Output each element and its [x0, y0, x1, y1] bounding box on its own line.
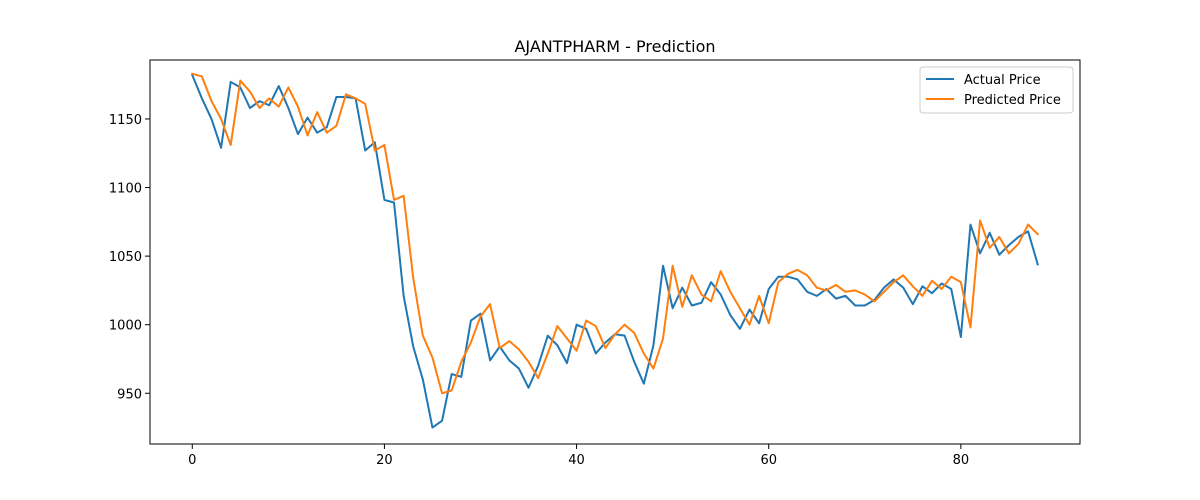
legend: Actual Price Predicted Price	[919, 66, 1074, 114]
y-tick-label: 1000	[109, 319, 142, 334]
x-tick-label: 80	[953, 453, 970, 468]
legend-label: Predicted Price	[964, 93, 1061, 108]
y-tick-label: 1100	[109, 182, 142, 197]
plot-frame	[149, 59, 1081, 445]
y-tick-label: 1050	[109, 250, 142, 265]
x-tick-label: 60	[760, 453, 777, 468]
y-tick-label: 950	[117, 387, 142, 402]
y-axis: 950 1000 1050 1100 1150	[109, 113, 150, 402]
x-tick-label: 40	[568, 453, 585, 468]
chart-title: AJANTPHARM - Prediction	[514, 37, 715, 56]
x-tick-label: 0	[188, 453, 196, 468]
series-line-predicted-price	[191, 72, 1040, 395]
x-axis: 0 20 40 60 80	[188, 444, 969, 468]
x-tick-label: 20	[376, 453, 393, 468]
legend-box	[919, 66, 1074, 114]
y-tick-label: 1150	[109, 113, 142, 128]
series-layer	[190, 72, 1040, 429]
legend-label: Actual Price	[964, 73, 1041, 88]
